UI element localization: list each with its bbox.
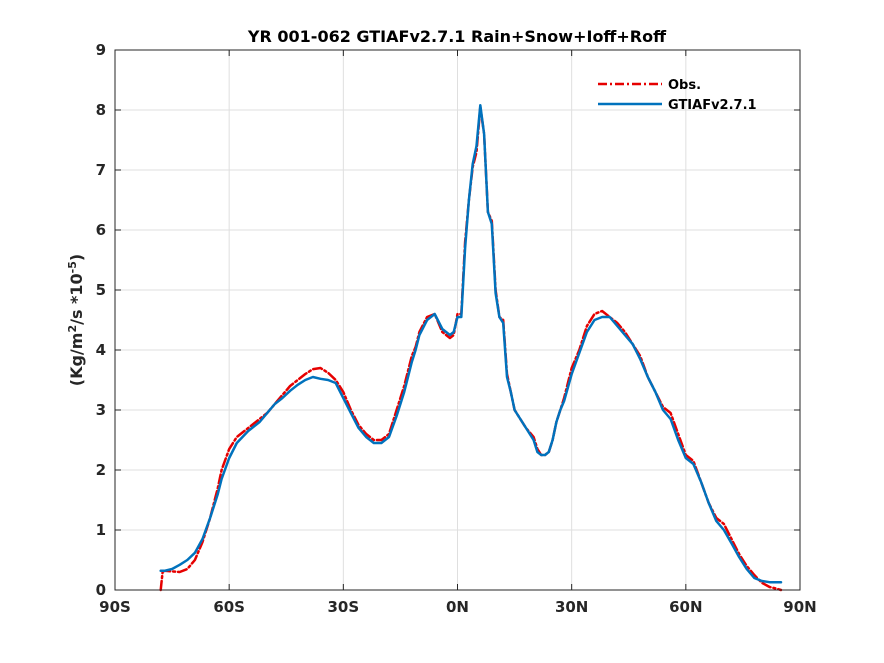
x-tick-label: 90N xyxy=(783,598,816,616)
y-tick-label: 8 xyxy=(96,101,106,119)
y-tick-label: 0 xyxy=(96,581,106,599)
x-tick-label: 30S xyxy=(327,598,359,616)
y-axis-label-superscript: 2 xyxy=(66,325,79,333)
legend-label-model: GTIAFv2.7.1 xyxy=(668,98,757,113)
y-tick-label: 3 xyxy=(96,401,106,419)
y-tick-label: 2 xyxy=(96,461,106,479)
x-tick-label: 60N xyxy=(669,598,702,616)
y-axis-label-superscript: -5 xyxy=(66,261,79,273)
x-tick-label: 60S xyxy=(213,598,245,616)
y-axis-label-part: /s *10 xyxy=(67,273,86,325)
x-axis: 90S 60S 30S 0N 30N 60N 90N xyxy=(99,50,817,616)
x-tick-label: 0N xyxy=(446,598,469,616)
y-axis-label-part: (Kg/m xyxy=(67,333,86,387)
y-axis-label: (Kg/m2/s *10-5) xyxy=(66,254,87,386)
y-tick-label: 9 xyxy=(96,41,106,59)
legend-label-obs: Obs. xyxy=(668,78,701,93)
x-tick-label: 30N xyxy=(555,598,588,616)
series-line-model xyxy=(159,103,783,584)
chart-title: YR 001-062 GTIAFv2.7.1 Rain+Snow+Ioff+Ro… xyxy=(247,27,667,46)
series-layer xyxy=(159,103,783,592)
x-tick-label: 90S xyxy=(99,598,131,616)
y-tick-label: 5 xyxy=(96,281,106,299)
y-tick-label: 1 xyxy=(96,521,106,539)
y-axis-label-part: ) xyxy=(67,254,86,261)
legend: Obs. GTIAFv2.7.1 xyxy=(598,78,757,113)
y-tick-label: 7 xyxy=(96,161,106,179)
y-tick-label: 6 xyxy=(96,221,106,239)
y-axis: 0 1 2 3 4 5 6 7 8 9 xyxy=(96,41,800,599)
y-tick-label: 4 xyxy=(96,341,106,359)
